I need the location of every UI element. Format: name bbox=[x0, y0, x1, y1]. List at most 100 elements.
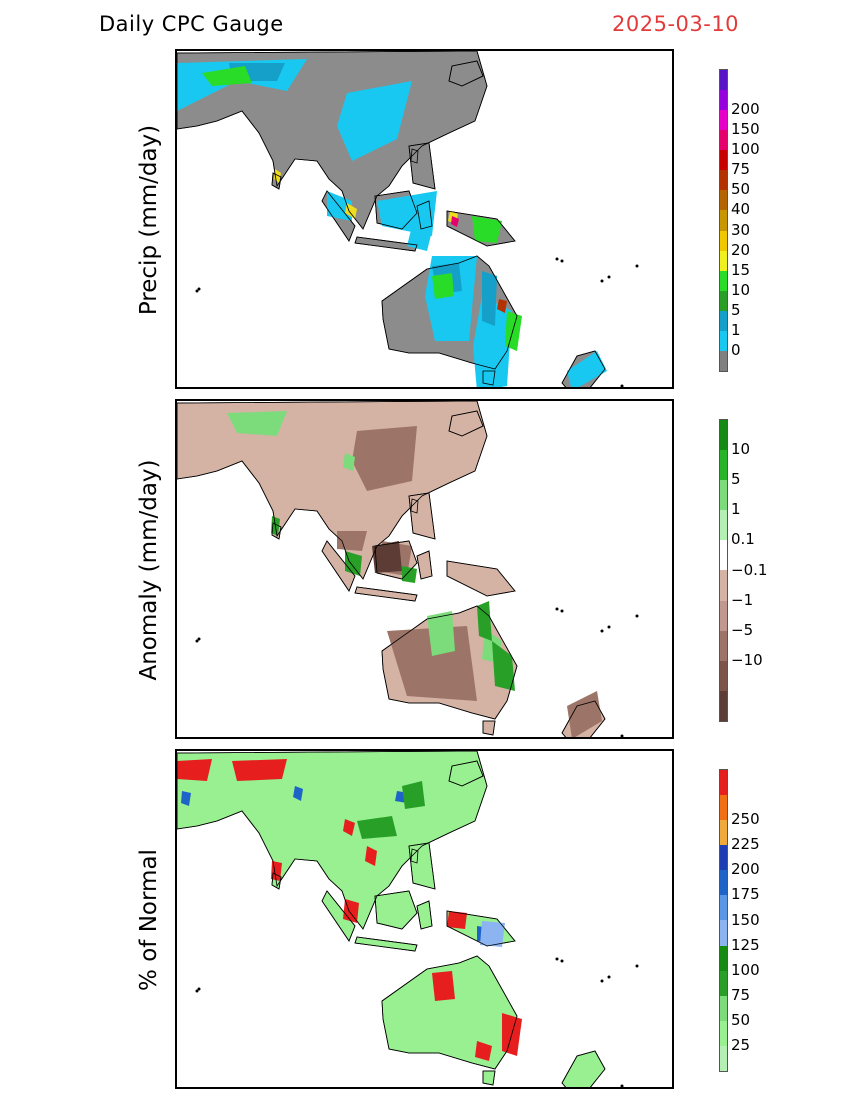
precip-region bbox=[477, 601, 492, 641]
coastline bbox=[410, 848, 419, 864]
coastline bbox=[177, 751, 488, 930]
colorbar-tick-label: 20 bbox=[731, 240, 751, 259]
colorbar-segment bbox=[720, 70, 727, 91]
coastline bbox=[177, 51, 488, 230]
island bbox=[620, 384, 624, 387]
island bbox=[600, 629, 604, 633]
colorbar-segment bbox=[720, 190, 727, 211]
colorbar-tick-label: 15 bbox=[731, 260, 751, 279]
island bbox=[600, 279, 604, 283]
coastline bbox=[561, 1050, 606, 1087]
coastline bbox=[416, 550, 433, 580]
island bbox=[607, 975, 611, 979]
colorbar-segment bbox=[720, 690, 727, 721]
coastline bbox=[408, 492, 436, 540]
colorbar-tick-label: 225 bbox=[731, 835, 760, 854]
colorbar-tick-label: 1 bbox=[731, 320, 741, 339]
island bbox=[555, 607, 559, 611]
colorbar-segment bbox=[720, 510, 727, 541]
precip-region bbox=[402, 781, 425, 809]
colorbar-segment bbox=[720, 570, 727, 601]
coastline bbox=[354, 586, 418, 602]
coastline bbox=[374, 540, 418, 580]
island bbox=[600, 979, 604, 983]
precip-region bbox=[402, 566, 417, 583]
colorbar-segment bbox=[720, 820, 727, 846]
colorbar-segment bbox=[720, 450, 727, 481]
coastline bbox=[410, 148, 419, 164]
precip-axis-label: Precip (mm/day) bbox=[136, 124, 162, 316]
precip-region bbox=[432, 971, 455, 1001]
colorbar-segment bbox=[720, 150, 727, 171]
colorbar-segment bbox=[720, 330, 727, 351]
colorbar-segment bbox=[720, 630, 727, 661]
colorbar-tick-label: 0 bbox=[731, 340, 741, 359]
coastline bbox=[448, 760, 484, 787]
island bbox=[607, 625, 611, 629]
island bbox=[635, 964, 639, 968]
page-title: Daily CPC Gauge bbox=[99, 12, 284, 36]
precip-region bbox=[567, 351, 607, 387]
colorbar-segment bbox=[720, 310, 727, 331]
precip-region bbox=[432, 273, 454, 299]
colorbar-tick-label: 100 bbox=[731, 140, 760, 159]
colorbar-segment bbox=[720, 210, 727, 231]
coastline bbox=[271, 872, 282, 890]
colorbar-tick-label: −10 bbox=[731, 650, 763, 669]
colorbar-segment bbox=[720, 130, 727, 151]
precip-region bbox=[451, 216, 459, 227]
colorbar-tick-label: 25 bbox=[731, 1035, 751, 1054]
colorbar-tick-label: 5 bbox=[731, 300, 741, 319]
precip-region bbox=[293, 786, 303, 801]
new-zealand bbox=[561, 1050, 606, 1087]
precip-region bbox=[472, 216, 502, 243]
coastline bbox=[271, 522, 282, 540]
colorbar-tick-label: 5 bbox=[731, 470, 741, 489]
island bbox=[555, 957, 559, 961]
colorbar-tick-label: 50 bbox=[731, 1010, 751, 1029]
colorbar-segment bbox=[720, 920, 727, 946]
colorbar-tick-label: 150 bbox=[731, 120, 760, 139]
coastline bbox=[354, 936, 418, 952]
colorbar-tick-label: 40 bbox=[731, 200, 751, 219]
coastline bbox=[446, 560, 516, 597]
colorbar-segment bbox=[720, 795, 727, 821]
precip-region bbox=[177, 759, 212, 781]
coastline bbox=[448, 60, 484, 87]
colorbar-segment bbox=[720, 895, 727, 921]
colorbar-segment bbox=[720, 290, 727, 311]
coastline bbox=[446, 210, 516, 247]
precip-region bbox=[377, 191, 437, 236]
precip-region bbox=[345, 551, 362, 576]
precip-region bbox=[337, 81, 412, 161]
precip-region bbox=[202, 66, 252, 86]
coastline bbox=[381, 955, 518, 1070]
colorbar-tick-label: 30 bbox=[731, 220, 751, 239]
precip-region bbox=[372, 541, 402, 573]
colorbar-segment bbox=[720, 270, 727, 291]
island bbox=[555, 257, 559, 261]
precip-region bbox=[352, 426, 417, 491]
colorbar-segment bbox=[720, 480, 727, 511]
colorbar-segment bbox=[720, 945, 727, 971]
precip-region bbox=[505, 311, 522, 351]
coastline bbox=[321, 540, 356, 592]
anomaly-axis-label: Anomaly (mm/day) bbox=[136, 459, 162, 681]
precip-region bbox=[357, 816, 397, 839]
coastline bbox=[321, 890, 356, 942]
coastline bbox=[416, 200, 433, 230]
precip-region bbox=[232, 759, 287, 781]
colorbar-tick-label: 175 bbox=[731, 885, 760, 904]
island bbox=[635, 614, 639, 618]
colorbar-segment bbox=[720, 1045, 727, 1071]
colorbar-tick-label: 10 bbox=[731, 440, 751, 459]
colorbar-segment bbox=[720, 230, 727, 251]
percent-normal-map-panel bbox=[175, 749, 674, 1089]
precip-region bbox=[447, 911, 467, 929]
coastline bbox=[354, 236, 418, 252]
colorbar-segment bbox=[720, 110, 727, 131]
colorbar-tick-label: 75 bbox=[731, 985, 751, 1004]
colorbar-segment bbox=[720, 770, 727, 796]
colorbar-tick-label: −0.1 bbox=[731, 560, 768, 579]
colorbar-segment bbox=[720, 90, 727, 111]
